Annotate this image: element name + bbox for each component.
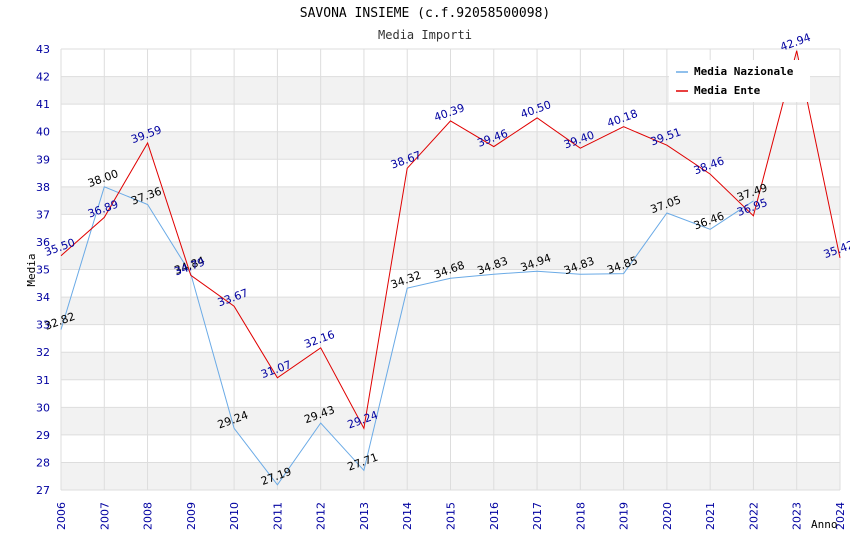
x-tick-label: 2012 [315,502,328,530]
series-line-ente [60,50,841,430]
x-tick-label: 2018 [574,502,587,530]
x-tick-label: 2017 [531,502,544,530]
y-tick-label: 38 [36,181,50,194]
y-tick-label: 33 [36,319,50,332]
x-tick-label: 2021 [704,502,717,530]
x-tick-label: 2023 [791,502,804,530]
y-tick-label: 43 [36,43,50,56]
x-tick-label: 2019 [618,502,631,530]
series-lines [60,50,841,486]
x-axis-ticks: 2006 2007 2008 2009 2010 2011 2012 2013 2014 2015… [55,502,847,530]
x-tick-label: 2009 [185,502,198,530]
legend-label-ente: Media Ente [694,84,761,97]
y-tick-label: 34 [36,291,50,304]
x-tick-label: 2022 [747,502,760,530]
y-tick-label: 40 [36,126,50,139]
y-tick-label: 31 [36,374,50,387]
x-tick-label: 2007 [98,502,111,530]
x-tick-label: 2024 [834,502,847,530]
legend-label-nazionale: Media Nazionale [694,65,794,78]
y-tick-label: 39 [36,153,50,166]
x-tick-label: 2006 [55,502,68,530]
x-tick-label: 2016 [488,502,501,530]
y-axis-title: Media [25,253,38,286]
y-tick-label: 30 [36,401,50,414]
y-tick-label: 35 [36,264,50,277]
x-tick-label: 2011 [271,502,284,530]
y-tick-label: 27 [36,484,50,497]
y-tick-label: 36 [36,236,50,249]
y-tick-label: 28 [36,456,50,469]
series-line-nazionale [60,186,754,486]
y-tick-label: 37 [36,208,50,221]
y-tick-label: 32 [36,346,50,359]
y-tick-label: 41 [36,98,50,111]
x-tick-label: 2008 [142,502,155,530]
y-tick-label: 42 [36,71,50,84]
x-tick-label: 2014 [401,502,414,530]
grid-lines [60,48,841,491]
x-axis-title: Anno [811,518,838,531]
x-tick-label: 2020 [661,502,674,530]
legend-box [669,60,810,102]
chart-title: SAVONA INSIEME (c.f.92058500098) [299,6,551,21]
y-axis-ticks: 27 28 29 30 31 32 33 34 35 36 37 38 39 40 41 42 43 [36,43,50,497]
x-tick-label: 2010 [228,502,241,530]
x-tick-label: 2015 [445,502,458,530]
y-tick-label: 29 [36,429,50,442]
legend: Media Nazionale Media Ente [669,60,810,102]
chart-subtitle: Media Importi [378,28,472,42]
x-tick-label: 2013 [358,502,371,530]
